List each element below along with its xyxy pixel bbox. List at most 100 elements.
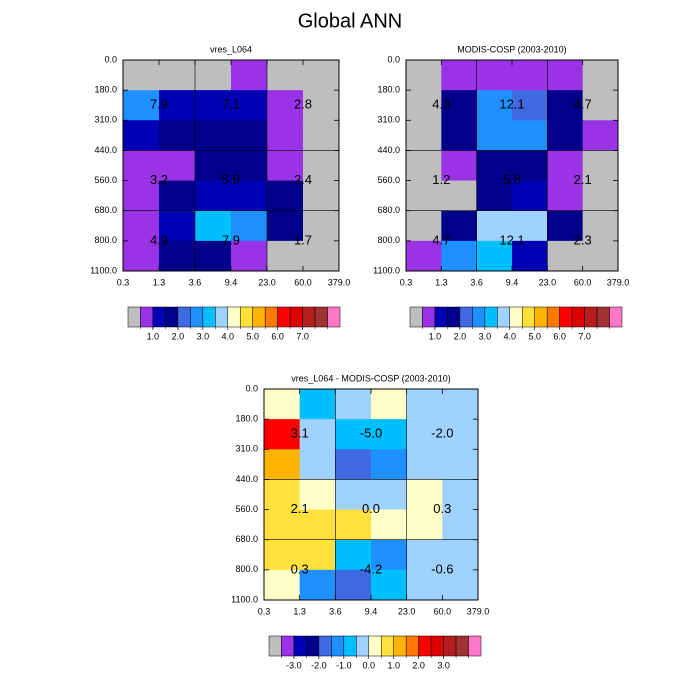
y-tick-label: 680.0 [94, 205, 117, 215]
heatmap-cell [267, 180, 304, 212]
heatmap-cell [547, 180, 583, 212]
colorbar-box [559, 306, 573, 328]
heatmap-cell [264, 419, 300, 450]
x-tick-label: 9.4 [506, 277, 519, 287]
colorbar-box [293, 635, 307, 657]
heatmap-cell [441, 180, 477, 212]
heatmap-cell [442, 449, 479, 480]
heatmap-cell [582, 120, 619, 151]
colorbar-box [609, 306, 623, 328]
x-tick-label: 1.3 [153, 277, 166, 287]
colorbar-tick-label: 6.0 [553, 331, 566, 341]
heatmap-cell [441, 210, 477, 242]
heatmap-cell [195, 150, 232, 181]
colorbar-box [177, 306, 191, 328]
x-tick-label: 0.3 [258, 606, 271, 616]
heatmap-cell [582, 210, 619, 242]
heatmap-cell [547, 240, 583, 272]
y-tick-label: 310.0 [94, 115, 117, 125]
x-tick-label: 3.6 [329, 606, 342, 616]
colorbar-tick-label: 5.0 [246, 331, 259, 341]
group-value-label: 12.1 [499, 232, 524, 247]
colorbar-box [190, 306, 204, 328]
group-value-label: 7.9 [150, 97, 168, 112]
heatmap-cell [195, 60, 232, 91]
x-tick-label: 1.3 [293, 606, 306, 616]
group-value-label: -2.0 [431, 426, 453, 441]
heatmap-cell [406, 240, 442, 272]
colorbar-box [430, 635, 444, 657]
heatmap-cell [159, 90, 196, 121]
heatmap-cell [267, 210, 304, 242]
x-tick-label: 3.6 [470, 277, 483, 287]
group-value-label: 2.1 [574, 172, 592, 187]
heatmap-cell [264, 569, 300, 601]
colorbar-box [264, 306, 278, 328]
group-value-label: 1.7 [294, 232, 312, 247]
y-tick-label: 800.0 [94, 235, 117, 245]
colorbar-tick-label: 1.0 [147, 331, 160, 341]
heatmap-cell [264, 539, 300, 571]
colorbar-box [327, 306, 341, 328]
group-value-label: 4.3 [432, 97, 450, 112]
heatmap-cell [303, 180, 340, 212]
colorbar-tick-label: 4.0 [504, 331, 517, 341]
heatmap-cell [299, 449, 336, 480]
group-value-label: 3.2 [150, 172, 168, 187]
heatmap-cell [159, 120, 196, 151]
colorbar-box [127, 306, 141, 328]
group-value-label: -4.2 [360, 561, 382, 576]
heatmap-cell [371, 419, 407, 450]
group-value-label: 4.9 [150, 232, 168, 247]
heatmap-cell [123, 240, 160, 272]
colorbar-box [356, 635, 370, 657]
colorbar-box [227, 306, 241, 328]
heatmap-cell [406, 120, 442, 151]
y-tick-label: 560.0 [377, 175, 400, 185]
heatmap-cell [231, 90, 268, 121]
heatmap-cell [195, 90, 232, 121]
heatmap-cell [582, 150, 619, 181]
heatmap-cell [512, 210, 548, 242]
colorbar-tick-label: 4.0 [222, 331, 235, 341]
colorbar-box [215, 306, 229, 328]
heatmap-cell [159, 240, 196, 272]
heatmap-cell [406, 90, 442, 121]
heatmap-cell [371, 539, 407, 571]
heatmap-cell [335, 569, 372, 601]
colorbar-box [455, 635, 469, 657]
heatmap-cell [371, 449, 407, 480]
x-tick-label: 379.0 [328, 277, 351, 287]
heatmap-cell [476, 150, 513, 181]
group-value-label: 12.1 [499, 97, 524, 112]
heatmap-cell [231, 60, 268, 91]
colorbar-tick-label: 6.0 [271, 331, 284, 341]
heatmap-cell [335, 419, 372, 450]
heatmap-cell [303, 60, 340, 91]
colorbar-box [343, 635, 357, 657]
heatmap-cell [476, 90, 513, 121]
heatmap-cell [406, 449, 443, 480]
heatmap-cell [299, 509, 336, 541]
heatmap-cell [406, 569, 443, 601]
heatmap-cell [406, 180, 442, 212]
group-value-label: 0.3 [291, 561, 309, 576]
heatmap-cell [195, 210, 232, 242]
heatmap-cell [267, 90, 304, 121]
heatmap-cell [335, 389, 372, 420]
y-tick-label: 1100.0 [231, 594, 258, 604]
colorbar-box [497, 306, 511, 328]
colorbar-box [268, 635, 282, 657]
heatmap-cell [371, 389, 407, 420]
colorbar-box [434, 306, 448, 328]
heatmap-cell [303, 90, 340, 121]
x-tick-label: 0.3 [117, 277, 130, 287]
colorbar-box [306, 635, 320, 657]
heatmap-cell [123, 60, 160, 91]
group-value-label: 7.9 [222, 232, 240, 247]
panel-title: vres_L064 [210, 44, 252, 54]
colorbar-tick-label: 3.0 [437, 660, 450, 670]
colorbar-box [546, 306, 560, 328]
colorbar-tick-label: 5.0 [528, 331, 541, 341]
colorbar-box [521, 306, 535, 328]
